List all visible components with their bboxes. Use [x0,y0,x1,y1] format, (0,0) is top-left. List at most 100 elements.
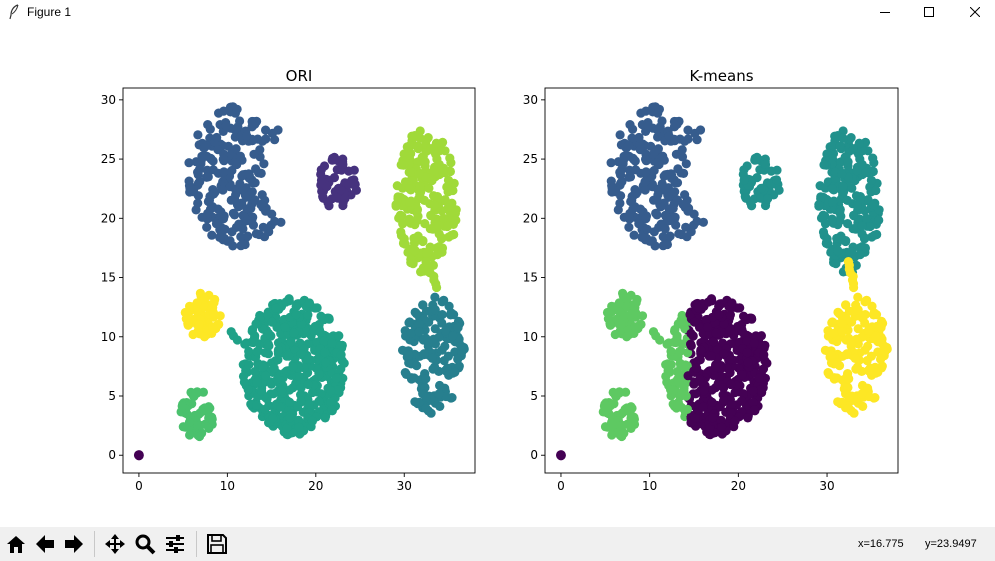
scatter-point [412,207,422,217]
minimize-button[interactable] [862,0,908,24]
subplot-0: ORI 0 10 20 30 0 5 10 15 20 25 30 [101,67,476,493]
scatter-point [678,199,688,210]
scatter-point [689,317,700,327]
x-tick-label: 20 [308,479,323,493]
back-button[interactable] [32,531,58,557]
scatter-point [453,354,463,364]
scatter-point [835,141,845,152]
scatter-point [199,294,210,304]
scatter-point [607,430,617,440]
scatter-point [739,311,749,321]
maximize-icon [924,7,934,17]
scatter-point [610,329,620,340]
scatter-point [814,200,824,210]
scatter-point [442,363,452,373]
scatter-point [861,167,871,177]
scatter-point [440,326,451,336]
forward-button[interactable] [61,531,87,557]
scatter-point [304,298,315,308]
scatter-point [859,234,870,244]
scatter-point [686,341,696,351]
scatter-point [434,221,444,231]
scatter-point [695,355,705,365]
zoom-icon [135,534,156,555]
scatter-point [841,300,851,310]
scatter-point [842,349,852,359]
scatter-point [645,236,655,246]
scatter-point [757,341,767,351]
save-button[interactable] [204,531,230,557]
configure-subplots-button[interactable] [162,531,188,557]
scatter-point [692,216,702,226]
scatter-point [652,158,662,168]
home-button[interactable] [3,531,29,557]
scatter-point [211,219,222,229]
scatter-point [679,386,689,396]
scatter-point [763,193,773,204]
scatter-point [227,227,237,237]
scatter-point [680,362,690,372]
scatter-point [626,423,636,433]
scatter-point [874,215,884,225]
scatter-point [336,350,346,360]
scatter-point [674,377,684,387]
scatter-point [666,360,676,370]
scatter-point [716,415,726,425]
scatter-point [672,178,683,188]
close-button[interactable] [952,0,995,24]
zoom-button[interactable] [132,531,158,557]
scatter-point [451,215,461,225]
scatter-point [742,347,752,358]
scatter-point [705,423,715,433]
scatter-point [737,396,747,406]
scatter-point [819,160,829,170]
scatter-point [259,232,270,242]
scatter-point [257,386,267,396]
scatter-point [660,239,670,249]
pan-button[interactable] [102,531,128,557]
scatter-point [711,328,721,338]
scatter-point [212,132,222,143]
scatter-point [632,294,642,305]
scatter-point [760,159,771,169]
scatter-point [442,221,452,232]
scatter-point [851,364,861,374]
scatter-point [869,308,879,318]
scatter-point [412,141,422,152]
scatter-point [738,389,749,399]
scatter-point [692,363,702,373]
scatter-point [333,385,343,395]
y-tick-label: 5 [530,389,538,403]
scatter-point [439,356,449,366]
y-tick-label: 15 [523,271,538,285]
scatter-point [404,184,415,194]
scatter-point [654,104,665,114]
scatter-point [672,367,682,377]
scatter-point [714,309,724,320]
scatter-point [843,219,853,229]
scatter-point [244,346,254,356]
figure-canvas[interactable]: ORI 0 10 20 30 0 5 10 15 20 25 30 K-means 0 10 20 30 0 5 10… [0,24,995,527]
scatter-point [635,204,646,214]
scatter-point [244,360,254,370]
scatter-point [276,386,287,396]
scatter-point [774,185,784,195]
scatter-point [207,230,217,240]
scatter-point [752,155,762,165]
scatter-point [267,317,277,327]
scatter-point [649,195,659,205]
scatter-point [273,355,283,365]
scatter-point [271,303,281,313]
x-tick-label: 30 [397,479,412,493]
scatter-point [446,200,456,210]
scatter-point [727,298,737,308]
maximize-button[interactable] [906,0,952,24]
scatter-point [755,385,765,395]
scatter-point [677,145,687,155]
scatter-point [405,317,415,327]
scatter-point [398,219,408,229]
scatter-point [285,385,295,395]
scatter-point [683,348,693,358]
scatter-point [285,413,295,423]
home-icon [7,536,25,553]
